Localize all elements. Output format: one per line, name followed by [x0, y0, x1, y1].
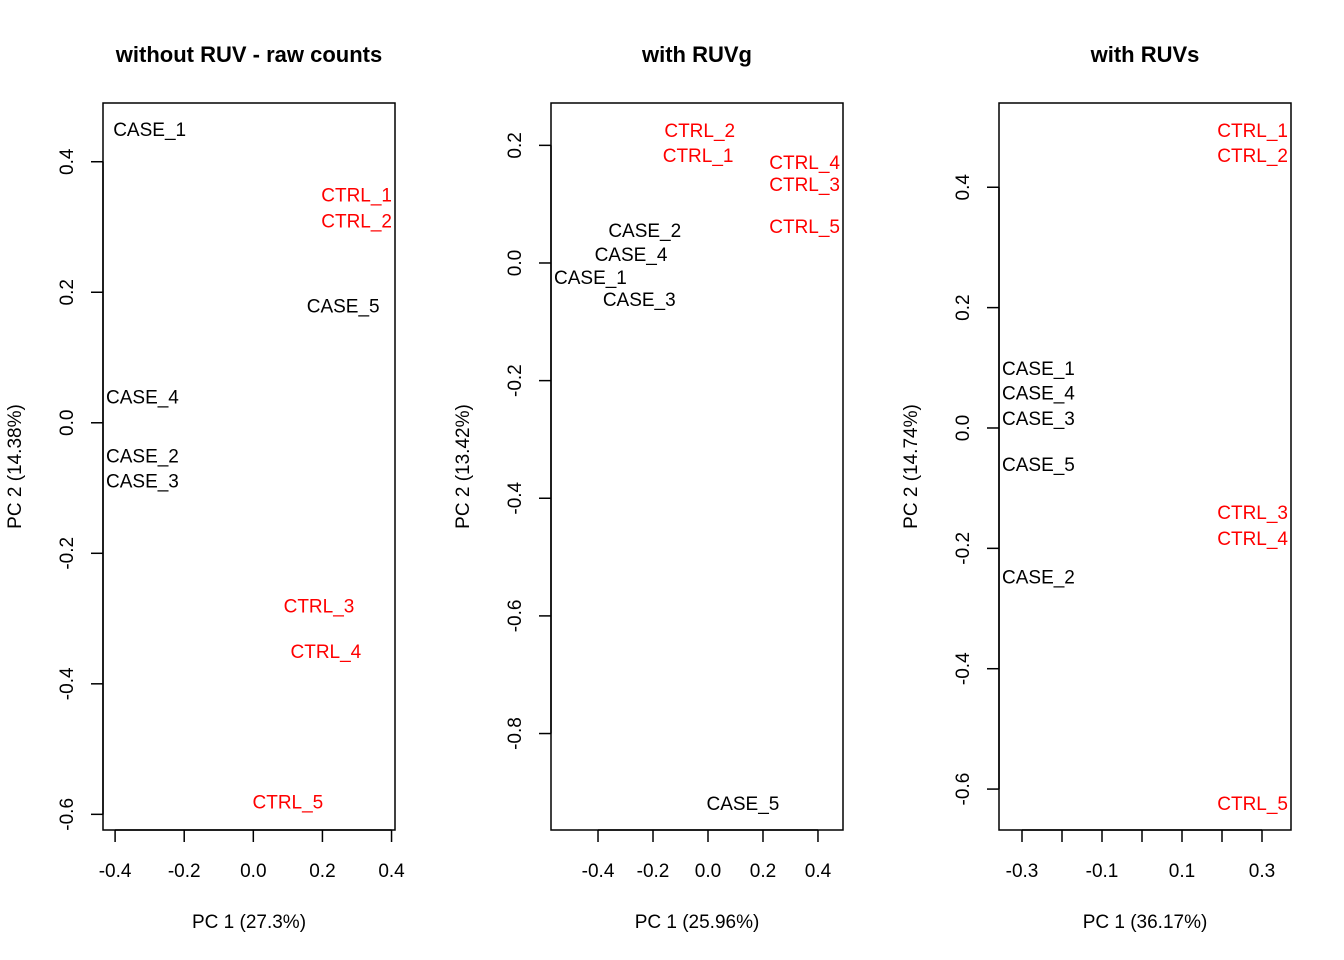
point-label: CASE_3 — [106, 472, 179, 493]
x-tick-label: 0.2 — [309, 861, 335, 882]
x-tick-label: -0.3 — [1006, 861, 1039, 882]
y-tick-label: -0.6 — [57, 798, 78, 831]
panel-title: with RUVs — [1090, 42, 1200, 67]
point-label: CTRL_1 — [321, 185, 392, 206]
point-label: CTRL_1 — [663, 146, 734, 167]
y-tick-label: 0.0 — [505, 250, 526, 276]
x-tick-label: -0.4 — [582, 861, 615, 882]
plot-frame — [550, 102, 844, 831]
x-tick-label: 0.1 — [1169, 861, 1195, 882]
point-label: CASE_4 — [106, 388, 179, 409]
point-label: CASE_3 — [603, 290, 676, 311]
point-label: CASE_2 — [1002, 568, 1075, 589]
y-tick-label: -0.8 — [505, 717, 526, 750]
point-label: CASE_4 — [595, 245, 668, 266]
panel-title: without RUV - raw counts — [115, 42, 382, 67]
point-label: CASE_5 — [307, 296, 380, 317]
y-tick-label: 0.2 — [953, 294, 974, 320]
point-label: CASE_3 — [1002, 409, 1075, 430]
points: CTRL_1 CTRL_2 CASE_1 CASE_4 CASE_3 CASE_5 CTRL… — [1002, 121, 1288, 815]
x-tick-label: -0.4 — [99, 861, 132, 882]
panel-3: with RUVsCTRL_1CTRL_2CASE_1CASE_4CASE_3C… — [901, 42, 1292, 933]
x-tick-label: 0.2 — [750, 861, 776, 882]
x-tick-label: 0.4 — [805, 861, 832, 882]
point-label: CASE_5 — [1002, 455, 1075, 476]
point-label: CTRL_3 — [1217, 503, 1288, 524]
x-tick-label: 0.0 — [695, 861, 721, 882]
y-tick-label: 0.4 — [953, 174, 974, 201]
x-tick-label: -0.1 — [1086, 861, 1119, 882]
x-tick-label: -0.2 — [637, 861, 670, 882]
y-tick-label: -0.6 — [953, 773, 974, 806]
y-tick-label: -0.4 — [57, 667, 78, 700]
point-label: CASE_1 — [1002, 359, 1075, 380]
y-axis-label: PC 2 (14.38%) — [5, 404, 26, 529]
panel-1: without RUV - raw counts CASE_1 CTRL_1 CTRL… — [5, 42, 405, 933]
point-label: CTRL_4 — [769, 153, 840, 174]
y-tick-label: -0.6 — [505, 600, 526, 633]
x-tick-label: 0.3 — [1249, 861, 1275, 882]
y-axis-label: PC 2 (14.74%) — [901, 404, 922, 529]
y-tick-label: -0.2 — [505, 364, 526, 397]
point-label: CTRL_2 — [664, 121, 735, 142]
y-tick-label: 0.0 — [953, 415, 974, 441]
y-axis-label: PC 2 (13.42%) — [453, 404, 474, 529]
point-label: CTRL_2 — [1217, 146, 1288, 167]
point-label: CTRL_3 — [284, 597, 355, 618]
point-label: CASE_1 — [113, 120, 186, 141]
point-label: CASE_2 — [106, 446, 179, 467]
point-label: CTRL_3 — [769, 175, 840, 196]
y-tick-label: 0.4 — [57, 148, 78, 175]
x-tick-label: 0.4 — [378, 861, 405, 882]
y-tick-label: -0.4 — [505, 481, 526, 514]
point-label: CASE_5 — [706, 794, 779, 815]
point-label: CTRL_5 — [253, 792, 324, 813]
point-label: CTRL_4 — [291, 642, 362, 663]
y-tick-label: 0.0 — [57, 410, 78, 436]
panel-title: with RUVg — [641, 42, 752, 67]
panel-2: with RUVgCTRL_2CTRL_1CTRL_3CTRL_4CTRL_5C… — [453, 42, 844, 933]
y-tick-label: -0.2 — [953, 532, 974, 565]
point-label: CTRL_2 — [321, 211, 392, 232]
y-tick-label: 0.2 — [505, 132, 526, 158]
x-tick-label: 0.0 — [240, 861, 266, 882]
points: CASE_1 CTRL_1 CTRL_2 CASE_5 CASE_4 CASE_2 CASE… — [106, 120, 392, 813]
point-label: CTRL_5 — [1217, 794, 1288, 815]
point-label: CTRL_4 — [1217, 529, 1288, 550]
x-axis-label: PC 1 (36.17%) — [1083, 912, 1208, 933]
point-label: CASE_4 — [1002, 384, 1075, 405]
x-axis-label: PC 1 (25.96%) — [635, 912, 760, 933]
x-tick-label: -0.2 — [168, 861, 201, 882]
point-label: CTRL_5 — [769, 217, 840, 238]
y-tick-label: -0.2 — [57, 537, 78, 570]
point-label: CASE_1 — [554, 268, 627, 289]
point-label: CASE_2 — [608, 221, 681, 242]
y-tick-label: -0.4 — [953, 652, 974, 685]
y-tick-label: 0.2 — [57, 279, 78, 305]
x-axis-label: PC 1 (27.3%) — [192, 912, 306, 933]
point-label: CTRL_1 — [1217, 121, 1288, 142]
